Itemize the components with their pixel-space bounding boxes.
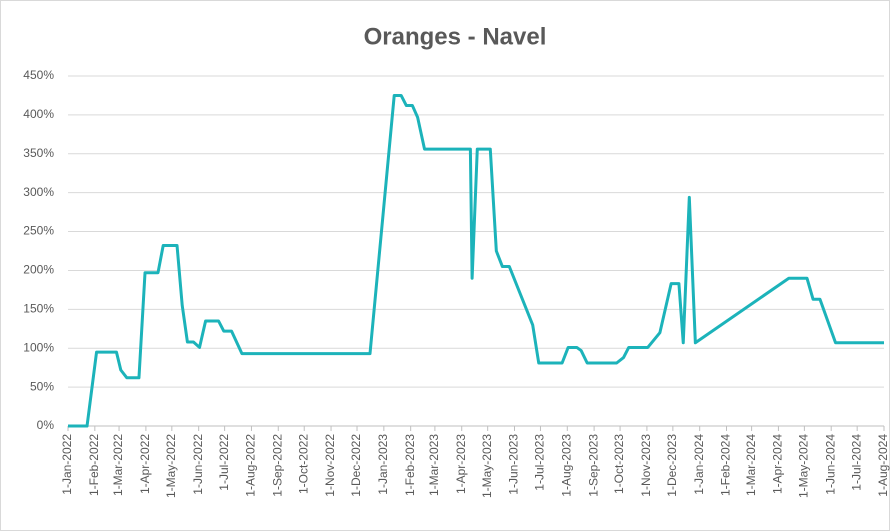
x-tick-label: 1-May-2022 xyxy=(164,434,178,498)
x-tick-label: 1-Mar-2024 xyxy=(744,434,758,496)
x-tick-label: 1-Dec-2022 xyxy=(349,434,363,497)
x-tick-label: 1-Feb-2024 xyxy=(719,434,733,496)
y-tick-label: 350% xyxy=(23,146,54,160)
x-tick-label: 1-Apr-2024 xyxy=(771,434,785,494)
chart-title: Oranges - Navel xyxy=(364,23,547,50)
x-tick-label: 1-Oct-2022 xyxy=(296,434,310,494)
x-tick-label: 1-Aug-2022 xyxy=(244,434,258,497)
x-tick-label: 1-May-2024 xyxy=(797,434,811,498)
x-tick-label: 1-Jul-2022 xyxy=(217,434,231,491)
y-tick-label: 400% xyxy=(23,107,54,121)
x-tick-label: 1-Aug-2024 xyxy=(876,434,890,497)
y-tick-label: 100% xyxy=(23,340,54,354)
x-tick-label: 1-Feb-2023 xyxy=(403,434,417,496)
y-tick-label: 250% xyxy=(23,224,54,238)
x-tick-label: 1-Jan-2023 xyxy=(376,434,390,495)
y-tick-label: 450% xyxy=(23,68,54,82)
x-tick-label: 1-Sep-2022 xyxy=(270,434,284,497)
x-tick-label: 1-Apr-2022 xyxy=(138,434,152,494)
x-tick-label: 1-Jul-2023 xyxy=(533,434,547,491)
y-tick-label: 200% xyxy=(23,263,54,277)
x-tick-label: 1-Dec-2023 xyxy=(665,434,679,497)
x-tick-label: 1-Jun-2023 xyxy=(507,434,521,495)
x-tick-label: 1-Aug-2023 xyxy=(559,434,573,497)
x-tick-label: 1-Jan-2022 xyxy=(60,434,74,495)
x-tick-label: 1-Nov-2022 xyxy=(323,434,337,497)
x-tick-label: 1-Jun-2024 xyxy=(823,434,837,495)
x-tick-label: 1-Sep-2023 xyxy=(586,434,600,497)
x-tick-label: 1-Jan-2024 xyxy=(692,434,706,495)
y-tick-label: 150% xyxy=(23,302,54,316)
x-tick-label: 1-Jun-2022 xyxy=(191,434,205,495)
x-tick-label: 1-Apr-2023 xyxy=(454,434,468,494)
x-tick-label: 1-Jul-2024 xyxy=(849,434,863,491)
data-line xyxy=(68,93,884,428)
x-tick-label: 1-Feb-2022 xyxy=(87,434,101,496)
x-tick-label: 1-Nov-2023 xyxy=(639,434,653,497)
y-tick-label: 50% xyxy=(30,379,54,393)
y-tick-label: 300% xyxy=(23,185,54,199)
x-tick-label: 1-Mar-2022 xyxy=(111,434,125,496)
x-tick-label: 1-Mar-2023 xyxy=(427,434,441,496)
y-tick-label: 0% xyxy=(37,418,55,432)
x-tick-label: 1-Oct-2023 xyxy=(612,434,626,494)
x-tick-label: 1-May-2023 xyxy=(480,434,494,498)
